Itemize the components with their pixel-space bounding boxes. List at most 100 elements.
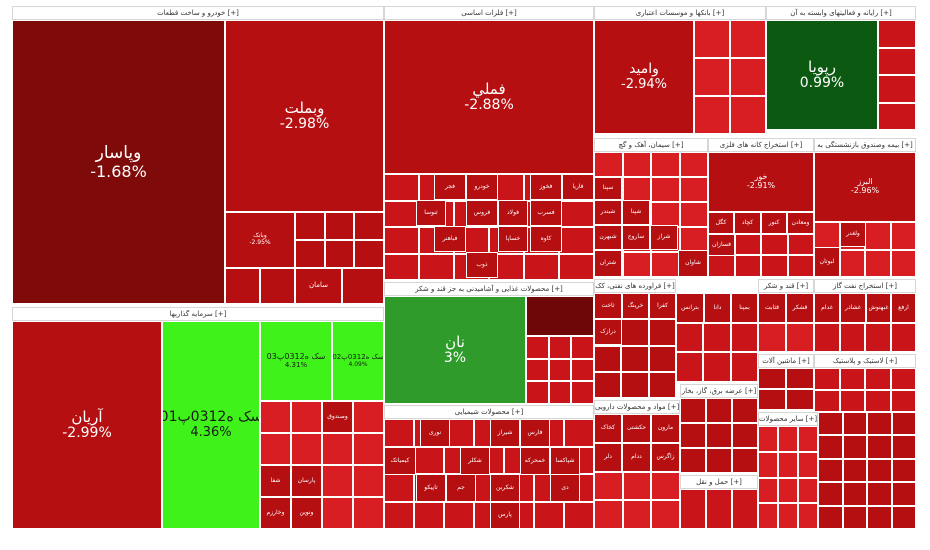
- treemap-tile[interactable]: [384, 419, 414, 447]
- treemap-tile[interactable]: فباهنر: [434, 226, 466, 252]
- treemap-tile[interactable]: وبانک -2.95%: [225, 212, 295, 268]
- treemap-tile[interactable]: [732, 489, 758, 529]
- treemap-tile[interactable]: [778, 451, 798, 478]
- treemap-tile[interactable]: [414, 501, 444, 529]
- treemap-tile[interactable]: [706, 489, 732, 529]
- treemap-tile[interactable]: خمحرکه: [520, 447, 550, 475]
- treemap-tile[interactable]: وصندوق: [322, 401, 353, 433]
- treemap-tile[interactable]: [758, 426, 778, 452]
- treemap-tile[interactable]: [676, 352, 704, 382]
- treemap-tile[interactable]: [758, 477, 778, 504]
- treemap-tile[interactable]: تاپیکو: [416, 474, 446, 502]
- treemap-tile[interactable]: [842, 435, 867, 459]
- treemap-tile[interactable]: [839, 390, 865, 412]
- treemap-tile[interactable]: [384, 474, 414, 502]
- treemap-tile[interactable]: دانا: [704, 293, 731, 323]
- treemap-tile[interactable]: فخوز: [530, 174, 562, 200]
- treemap-tile[interactable]: [865, 322, 891, 352]
- treemap-tile[interactable]: دی: [550, 474, 580, 502]
- treemap-tile[interactable]: [260, 433, 291, 465]
- treemap-tile[interactable]: [865, 249, 891, 277]
- treemap-tile[interactable]: [758, 322, 786, 352]
- treemap-tile[interactable]: [414, 446, 444, 474]
- treemap-tile[interactable]: [842, 412, 867, 436]
- treemap-tile[interactable]: [291, 433, 322, 465]
- sector-header[interactable]: استخراج نفت گاز [+]: [814, 279, 916, 293]
- treemap-tile[interactable]: شیراز: [490, 419, 520, 447]
- treemap-tile[interactable]: فولاد: [498, 200, 528, 226]
- treemap-tile[interactable]: کگل: [708, 212, 734, 234]
- treemap-tile[interactable]: [865, 222, 891, 250]
- treemap-tile[interactable]: شراز: [650, 225, 678, 250]
- treemap-tile[interactable]: زاگرس: [651, 443, 680, 472]
- treemap-tile[interactable]: فسازان: [708, 234, 735, 256]
- treemap-tile[interactable]: [865, 368, 891, 390]
- treemap-tile[interactable]: [730, 58, 766, 96]
- treemap-tile[interactable]: [324, 212, 355, 240]
- treemap-tile[interactable]: [594, 371, 622, 398]
- treemap-tile[interactable]: [787, 233, 814, 256]
- treemap-tile[interactable]: کچاد: [734, 212, 761, 234]
- treemap-tile[interactable]: فارس: [520, 419, 550, 447]
- treemap-tile[interactable]: قثابت: [758, 293, 786, 323]
- treemap-tile[interactable]: [571, 358, 594, 382]
- sector-header[interactable]: خودرو و ساخت قطعات [+]: [12, 6, 384, 20]
- treemap-tile[interactable]: [322, 465, 353, 497]
- treemap-tile[interactable]: [758, 389, 786, 410]
- treemap-tile[interactable]: قشکر: [786, 293, 814, 323]
- treemap-tile[interactable]: [354, 212, 384, 240]
- treemap-tile[interactable]: [814, 390, 840, 412]
- treemap-tile[interactable]: [867, 505, 892, 529]
- treemap-tile[interactable]: رپویا 0.99%: [766, 20, 878, 130]
- treemap-tile[interactable]: [798, 451, 818, 478]
- treemap-tile[interactable]: غدام: [814, 293, 840, 323]
- treemap-tile[interactable]: [694, 20, 730, 58]
- treemap-tile[interactable]: [867, 482, 892, 506]
- treemap-tile[interactable]: [444, 501, 474, 529]
- treemap-tile[interactable]: [694, 96, 730, 134]
- treemap-tile[interactable]: [842, 458, 867, 483]
- treemap-tile[interactable]: [384, 174, 419, 201]
- treemap-tile[interactable]: [419, 253, 454, 280]
- treemap-tile[interactable]: [761, 255, 788, 277]
- treemap-tile[interactable]: شبندر: [594, 200, 622, 225]
- treemap-tile[interactable]: [694, 58, 730, 96]
- treemap-tile[interactable]: [734, 233, 761, 256]
- treemap-tile[interactable]: [878, 102, 916, 130]
- treemap-tile[interactable]: [564, 419, 594, 447]
- treemap-tile[interactable]: حکشتی: [622, 414, 651, 443]
- treemap-tile[interactable]: [891, 412, 916, 436]
- treemap-tile[interactable]: شاوان: [678, 250, 708, 277]
- treemap-tile[interactable]: غشاذر: [840, 293, 866, 323]
- treemap-tile[interactable]: [534, 501, 564, 529]
- treemap-tile[interactable]: خور -2.91%: [708, 152, 814, 212]
- treemap-tile[interactable]: [651, 152, 680, 177]
- treemap-tile[interactable]: [865, 390, 891, 412]
- treemap-tile[interactable]: [706, 448, 732, 473]
- treemap-tile[interactable]: [651, 202, 680, 227]
- treemap-tile[interactable]: ثاخت: [594, 293, 622, 319]
- treemap-tile[interactable]: [890, 322, 916, 352]
- treemap-tile[interactable]: [384, 227, 419, 254]
- sector-header[interactable]: فراورده های نفتی، کک [+]: [594, 279, 676, 293]
- sector-header[interactable]: استخراج کانه های فلزی [+]: [708, 138, 814, 152]
- treemap-tile[interactable]: [842, 505, 867, 529]
- treemap-tile[interactable]: بترانس: [676, 293, 704, 323]
- treemap-tile[interactable]: [594, 152, 623, 177]
- treemap-tile[interactable]: [891, 435, 916, 459]
- treemap-tile[interactable]: [732, 423, 758, 448]
- treemap-tile[interactable]: [548, 336, 572, 359]
- treemap-tile[interactable]: کاوه: [530, 226, 562, 252]
- treemap-tile[interactable]: [787, 255, 814, 277]
- treemap-tile[interactable]: [730, 352, 758, 382]
- sector-header[interactable]: بانکها و موسسات اعتباری [+]: [594, 6, 766, 20]
- treemap-tile[interactable]: [786, 368, 814, 389]
- treemap-tile[interactable]: [621, 319, 649, 346]
- treemap-tile[interactable]: سک ه0312پ02 4.09%: [332, 321, 384, 401]
- treemap-tile[interactable]: شکلر: [460, 447, 490, 475]
- treemap-tile[interactable]: [622, 471, 652, 501]
- treemap-tile[interactable]: [758, 503, 778, 529]
- treemap-tile[interactable]: [814, 368, 840, 390]
- treemap-tile[interactable]: [651, 252, 680, 277]
- treemap-tile[interactable]: [594, 500, 623, 529]
